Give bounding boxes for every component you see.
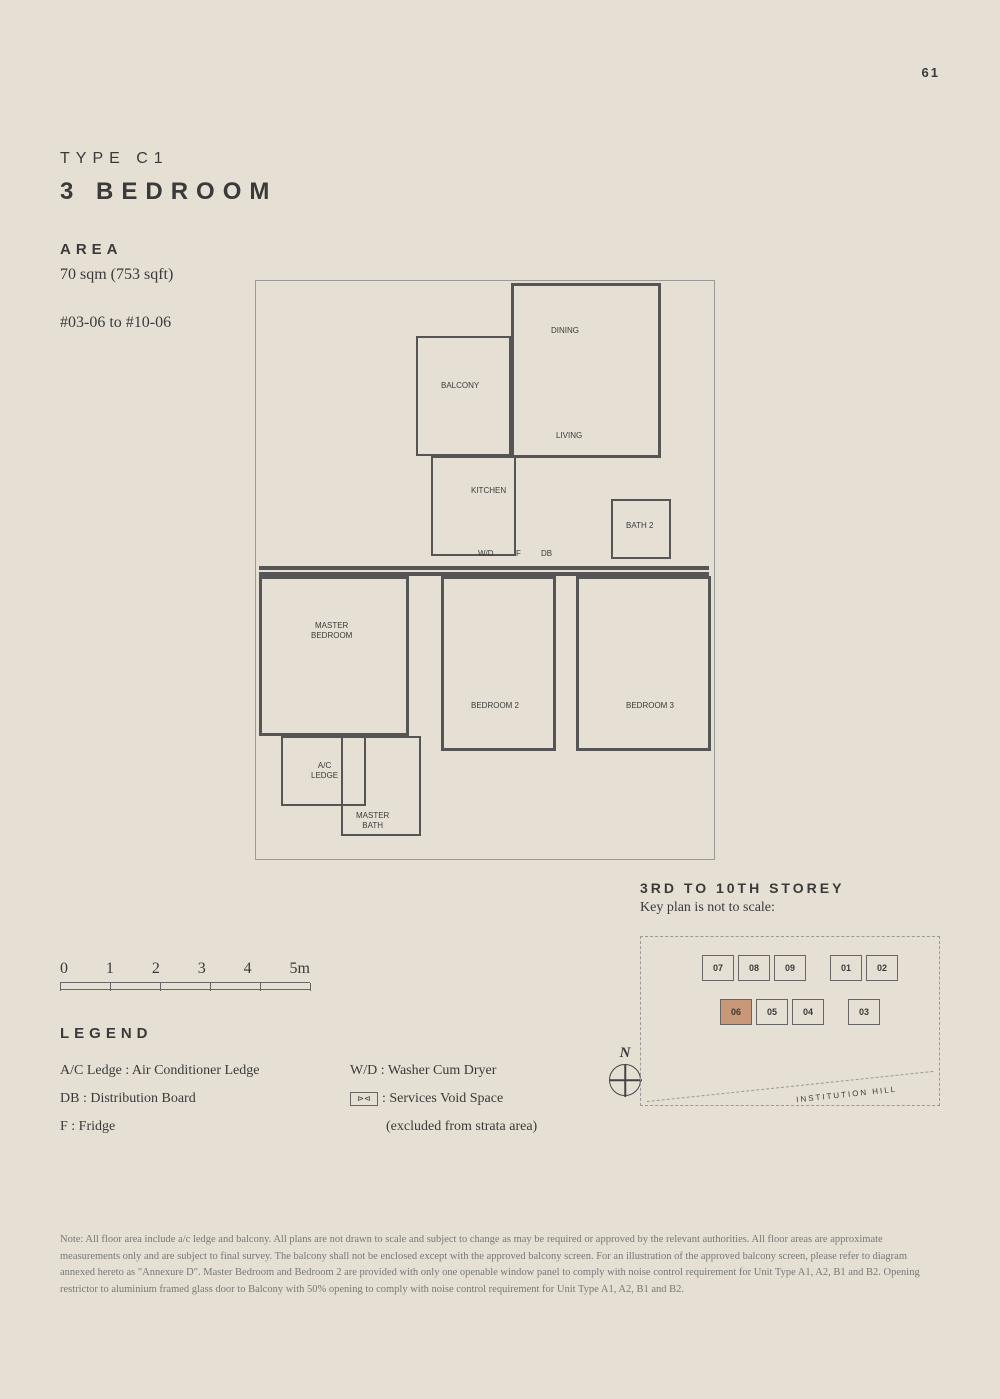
bedroom-title: 3 BEDROOM bbox=[60, 178, 940, 206]
area-heading: AREA bbox=[60, 241, 940, 258]
kp-unit-09: 09 bbox=[774, 955, 806, 981]
keyplan-title: 3RD TO 10TH STOREY bbox=[640, 880, 940, 896]
scale-0: 0 bbox=[60, 960, 68, 978]
scale-4: 4 bbox=[244, 960, 252, 978]
kp-unit-08: 08 bbox=[738, 955, 770, 981]
legend-heading: LEGEND bbox=[60, 1025, 600, 1042]
keyplan-diagram: 07 08 09 01 02 06 05 04 03 INSTITUTION H… bbox=[640, 936, 940, 1106]
kp-unit-03: 03 bbox=[848, 999, 880, 1025]
kp-unit-07: 07 bbox=[702, 955, 734, 981]
kp-unit-04: 04 bbox=[792, 999, 824, 1025]
legend-svs-note: (excluded from strata area) bbox=[350, 1113, 600, 1141]
kp-unit-01: 01 bbox=[830, 955, 862, 981]
kp-street: INSTITUTION HILL bbox=[795, 1085, 897, 1105]
kp-unit-05: 05 bbox=[756, 999, 788, 1025]
kp-unit-02: 02 bbox=[866, 955, 898, 981]
keyplan-subtitle: Key plan is not to scale: bbox=[640, 900, 940, 916]
scale-3: 3 bbox=[198, 960, 206, 978]
room-living: LIVING bbox=[556, 431, 582, 441]
legend-ac: A/C Ledge : Air Conditioner Ledge bbox=[60, 1057, 310, 1085]
scale-1: 1 bbox=[106, 960, 114, 978]
room-wd: W/D bbox=[478, 549, 494, 559]
floorplan: DINING BALCONY LIVING KITCHEN BATH 2 W/D… bbox=[255, 280, 715, 860]
keyplan-section: 3RD TO 10TH STOREY Key plan is not to sc… bbox=[640, 880, 940, 1106]
scale-2: 2 bbox=[152, 960, 160, 978]
svs-icon: ⊳⊲ bbox=[350, 1092, 378, 1106]
legend-svs: ⊳⊲: Services Void Space bbox=[350, 1085, 600, 1113]
compass: N bbox=[605, 1045, 645, 1095]
type-label: TYPE C1 bbox=[60, 150, 940, 168]
legend-section: LEGEND A/C Ledge : Air Conditioner Ledge… bbox=[60, 1025, 600, 1141]
legend-f: F : Fridge bbox=[60, 1113, 310, 1141]
room-f: F bbox=[516, 549, 521, 559]
kp-unit-06-active: 06 bbox=[720, 999, 752, 1025]
legend-wd: W/D : Washer Cum Dryer bbox=[350, 1057, 600, 1085]
compass-n: N bbox=[605, 1045, 645, 1062]
compass-icon bbox=[609, 1064, 641, 1096]
note-text: Note: All floor area include a/c ledge a… bbox=[60, 1232, 940, 1299]
room-db: DB bbox=[541, 549, 552, 559]
page-number: 61 bbox=[922, 65, 940, 80]
scale-bar: 0 1 2 3 4 5m bbox=[60, 960, 310, 990]
legend-db: DB : Distribution Board bbox=[60, 1085, 310, 1113]
scale-5m: 5m bbox=[290, 960, 310, 978]
